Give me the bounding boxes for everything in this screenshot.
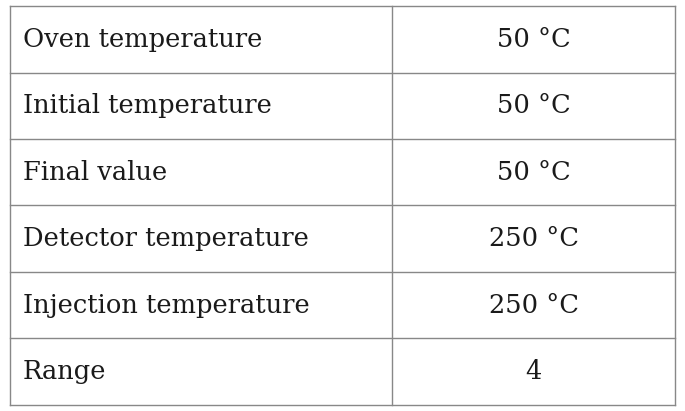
Text: 250 °C: 250 °C	[488, 226, 579, 251]
Text: Initial temperature: Initial temperature	[23, 93, 271, 118]
Text: 50 °C: 50 °C	[497, 160, 571, 185]
Text: 4: 4	[525, 359, 542, 384]
Text: Oven temperature: Oven temperature	[23, 27, 262, 52]
Text: 50 °C: 50 °C	[497, 27, 571, 52]
Text: Injection temperature: Injection temperature	[23, 293, 310, 318]
Text: Detector temperature: Detector temperature	[23, 226, 308, 251]
Text: Final value: Final value	[23, 160, 167, 185]
Text: Range: Range	[23, 359, 106, 384]
Text: 250 °C: 250 °C	[488, 293, 579, 318]
Text: 50 °C: 50 °C	[497, 93, 571, 118]
